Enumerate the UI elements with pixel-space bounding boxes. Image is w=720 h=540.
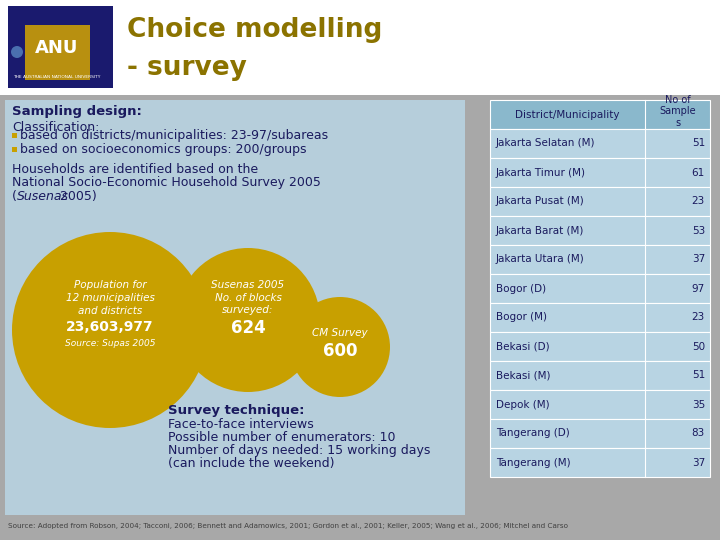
FancyBboxPatch shape: [490, 100, 710, 129]
Text: Source: Supas 2005: Source: Supas 2005: [65, 340, 156, 348]
Text: 37: 37: [692, 457, 705, 468]
Text: ANU: ANU: [35, 39, 78, 57]
Text: (can include the weekend): (can include the weekend): [168, 457, 335, 470]
Text: Susenas: Susenas: [17, 190, 69, 203]
Text: 600: 600: [323, 342, 357, 360]
Text: District/Municipality: District/Municipality: [516, 110, 620, 119]
FancyBboxPatch shape: [490, 419, 710, 448]
Text: and districts: and districts: [78, 306, 142, 316]
FancyBboxPatch shape: [490, 303, 710, 332]
Text: Depok (M): Depok (M): [496, 400, 549, 409]
Text: Bogor (M): Bogor (M): [496, 313, 547, 322]
Text: 53: 53: [692, 226, 705, 235]
Text: Sampling design:: Sampling design:: [12, 105, 142, 118]
Text: 35: 35: [692, 400, 705, 409]
FancyBboxPatch shape: [25, 25, 90, 80]
FancyBboxPatch shape: [12, 133, 17, 138]
Text: No of
Sample
s: No of Sample s: [660, 95, 696, 128]
Text: based on socioeconomics groups: 200/groups: based on socioeconomics groups: 200/grou…: [20, 143, 307, 156]
FancyBboxPatch shape: [490, 216, 710, 245]
FancyBboxPatch shape: [490, 187, 710, 216]
Text: 50: 50: [692, 341, 705, 352]
Text: Jakarta Timur (M): Jakarta Timur (M): [496, 167, 586, 178]
Text: 23,603,977: 23,603,977: [66, 320, 154, 334]
Circle shape: [290, 297, 390, 397]
FancyBboxPatch shape: [490, 129, 710, 158]
Text: 37: 37: [692, 254, 705, 265]
Text: Households are identified based on the: Households are identified based on the: [12, 163, 258, 176]
Text: Jakarta Pusat (M): Jakarta Pusat (M): [496, 197, 585, 206]
FancyBboxPatch shape: [0, 95, 720, 540]
Text: 23: 23: [692, 313, 705, 322]
FancyBboxPatch shape: [490, 274, 710, 303]
Text: 2005): 2005): [56, 190, 96, 203]
Text: 23: 23: [692, 197, 705, 206]
Text: Number of days needed: 15 working days: Number of days needed: 15 working days: [168, 444, 431, 457]
Text: Population for: Population for: [73, 280, 146, 290]
Text: CM Survey: CM Survey: [312, 328, 368, 338]
Text: No. of blocks: No. of blocks: [215, 293, 282, 303]
Circle shape: [12, 232, 208, 428]
Text: National Socio-Economic Household Survey 2005: National Socio-Economic Household Survey…: [12, 176, 321, 189]
Text: 12 municipalities: 12 municipalities: [66, 293, 154, 303]
Text: Source: Adopted from Robson, 2004; Tacconi, 2006; Bennett and Adamowics, 2001; G: Source: Adopted from Robson, 2004; Tacco…: [8, 523, 568, 529]
Text: Tangerang (M): Tangerang (M): [496, 457, 571, 468]
Text: THE AUSTRALIAN NATIONAL UNIVERSITY: THE AUSTRALIAN NATIONAL UNIVERSITY: [13, 75, 101, 79]
FancyBboxPatch shape: [490, 332, 710, 361]
FancyBboxPatch shape: [0, 0, 720, 95]
Text: Face-to-face interviews: Face-to-face interviews: [168, 418, 314, 431]
Text: 83: 83: [692, 429, 705, 438]
Text: 624: 624: [230, 319, 266, 337]
Text: Jakarta Barat (M): Jakarta Barat (M): [496, 226, 585, 235]
Text: Bekasi (D): Bekasi (D): [496, 341, 549, 352]
Circle shape: [11, 46, 23, 58]
FancyBboxPatch shape: [490, 390, 710, 419]
Text: 97: 97: [692, 284, 705, 294]
Text: 51: 51: [692, 370, 705, 381]
Text: based on districts/municipalities: 23-97/subareas: based on districts/municipalities: 23-97…: [20, 129, 328, 141]
Text: Classification:: Classification:: [12, 121, 99, 134]
Text: Jakarta Utara (M): Jakarta Utara (M): [496, 254, 585, 265]
FancyBboxPatch shape: [490, 361, 710, 390]
Text: Bogor (D): Bogor (D): [496, 284, 546, 294]
Circle shape: [176, 248, 320, 392]
FancyBboxPatch shape: [8, 6, 113, 88]
Text: Bekasi (M): Bekasi (M): [496, 370, 551, 381]
FancyBboxPatch shape: [5, 100, 465, 515]
Text: (: (: [12, 190, 17, 203]
Text: Tangerang (D): Tangerang (D): [496, 429, 570, 438]
Text: Jakarta Selatan (M): Jakarta Selatan (M): [496, 138, 595, 149]
Text: 61: 61: [692, 167, 705, 178]
Text: Possible number of enumerators: 10: Possible number of enumerators: 10: [168, 431, 395, 444]
Text: surveyed:: surveyed:: [222, 305, 274, 315]
Text: - survey: - survey: [127, 55, 247, 81]
Text: Susenas 2005: Susenas 2005: [212, 280, 284, 290]
FancyBboxPatch shape: [490, 158, 710, 187]
Text: Survey technique:: Survey technique:: [168, 404, 305, 417]
Text: Choice modelling: Choice modelling: [127, 17, 382, 43]
FancyBboxPatch shape: [490, 448, 710, 477]
FancyBboxPatch shape: [12, 147, 17, 152]
FancyBboxPatch shape: [490, 245, 710, 274]
Text: 51: 51: [692, 138, 705, 149]
